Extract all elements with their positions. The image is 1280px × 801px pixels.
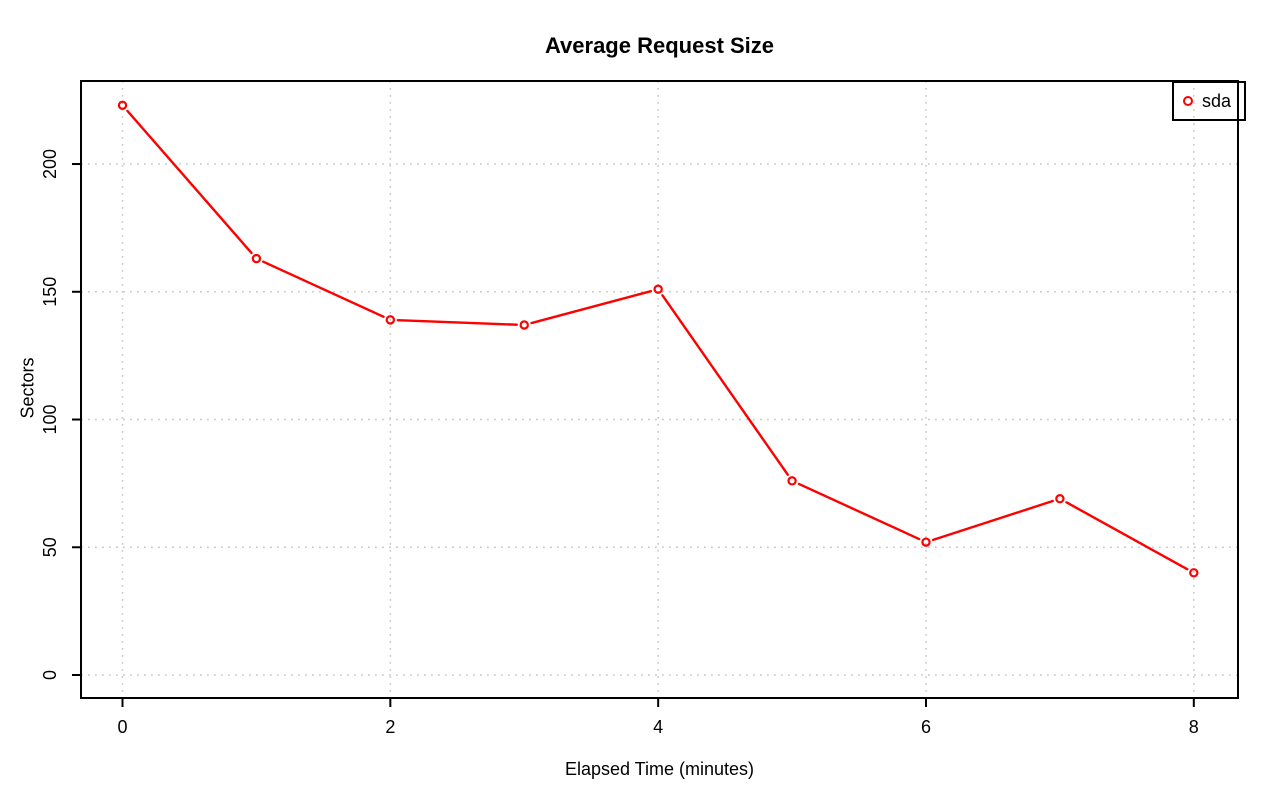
data-point-marker	[921, 537, 931, 547]
data-point-marker	[653, 284, 663, 294]
y-axis-label: Sectors	[17, 357, 38, 419]
y-tick-label: 50	[40, 537, 60, 557]
series-line-segment	[661, 294, 789, 476]
x-axis-label: Elapsed Time (minutes)	[564, 759, 755, 779]
data-point-marker	[385, 315, 396, 325]
y-tick-label: 200	[40, 149, 60, 179]
series-line-segment	[530, 289, 653, 325]
data-point-marker	[787, 476, 797, 486]
x-tick-label: 6	[921, 717, 931, 737]
x-tick-label: 8	[1189, 717, 1199, 737]
legend-series-marker-icon	[1183, 96, 1193, 106]
series-line-segment	[396, 318, 518, 326]
series-line-segment	[797, 482, 921, 541]
x-tick-label: 2	[385, 717, 395, 737]
chart-title: Average Request Size	[544, 33, 775, 58]
y-tick-label: 0	[40, 670, 60, 680]
data-point-marker	[519, 320, 529, 330]
x-tick-label: 0	[118, 717, 128, 737]
series-line-segment	[262, 260, 385, 318]
series-line-segment	[1065, 501, 1189, 571]
legend: sda	[1172, 81, 1246, 121]
x-tick-label: 4	[653, 717, 663, 737]
series-line-segment	[931, 499, 1054, 542]
plot-border	[80, 80, 1239, 699]
data-point-marker	[1055, 494, 1065, 504]
data-point-marker	[1189, 568, 1199, 578]
y-tick-label: 100	[40, 404, 60, 434]
legend-series-label: sda	[1202, 91, 1232, 111]
y-tick-label: 150	[40, 277, 60, 307]
series-line-segment	[126, 109, 253, 255]
data-point-marker	[117, 100, 128, 110]
data-point-marker	[251, 253, 262, 264]
